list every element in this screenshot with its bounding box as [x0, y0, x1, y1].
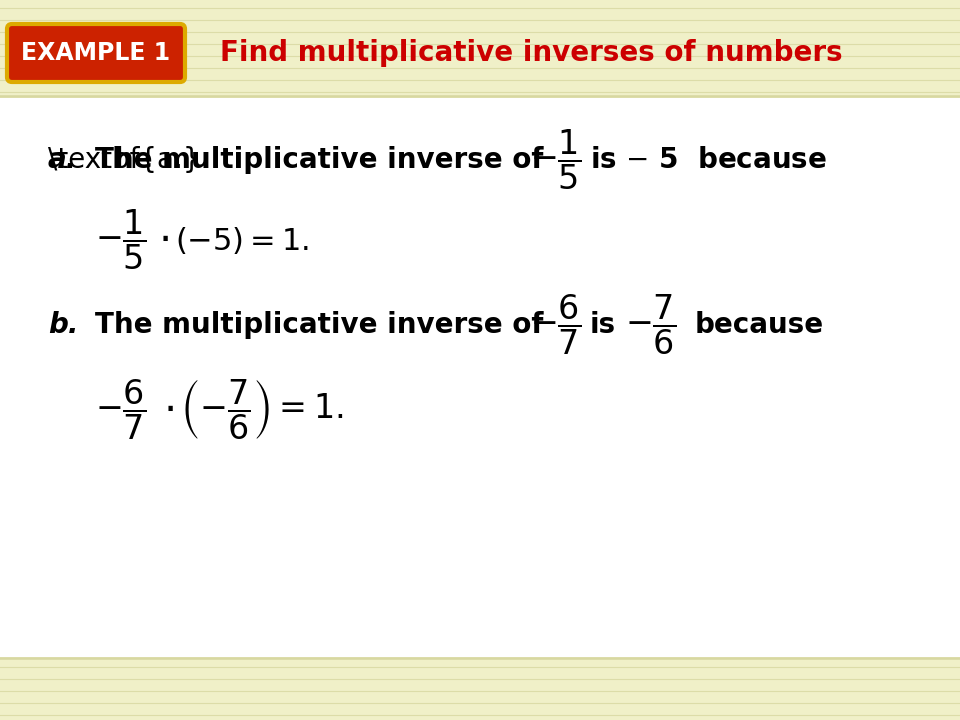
Text: $\left(-\dfrac{7}{6}\right) = 1.$: $\left(-\dfrac{7}{6}\right) = 1.$ [180, 378, 344, 442]
Bar [0, 712, 960, 720]
Bar [0, 516, 960, 524]
Bar [0, 82, 960, 90]
Bar [0, 642, 960, 650]
Bar [0, 503, 960, 510]
Bar [0, 488, 960, 496]
Bar [0, 614, 960, 622]
Bar [0, 138, 960, 146]
Bar [0, 166, 960, 174]
Bar [0, 544, 960, 552]
Text: The multiplicative inverse of: The multiplicative inverse of [95, 146, 543, 174]
Text: \textbf{a.}: \textbf{a.} [48, 146, 201, 174]
Bar [0, 12, 960, 20]
Bar [0, 236, 960, 244]
Text: is: is [590, 311, 616, 339]
Text: $-\dfrac{7}{6}$: $-\dfrac{7}{6}$ [625, 293, 676, 357]
Bar [0, 54, 960, 62]
Bar [0, 418, 960, 426]
Bar [0, 292, 960, 300]
Bar [0, 586, 960, 594]
Bar [0, 194, 960, 202]
Bar [0, 153, 960, 160]
Bar [0, 251, 960, 258]
Bar [0, 629, 960, 636]
Bar [0, 446, 960, 454]
Bar [0, 320, 960, 328]
Bar [0, 208, 960, 216]
Bar [0, 0, 960, 95]
Text: b.: b. [48, 311, 79, 339]
Text: is $-$ 5  because: is $-$ 5 because [590, 146, 827, 174]
Bar [0, 279, 960, 286]
Bar [0, 474, 960, 482]
Bar [0, 572, 960, 580]
Bar [0, 362, 960, 370]
Bar [0, 222, 960, 230]
Text: The multiplicative inverse of: The multiplicative inverse of [95, 311, 543, 339]
Text: Find multiplicative inverses of numbers: Find multiplicative inverses of numbers [220, 39, 843, 67]
Bar [0, 684, 960, 692]
Bar [0, 180, 960, 188]
Bar [0, 600, 960, 608]
Text: $-\dfrac{6}{7}$: $-\dfrac{6}{7}$ [530, 293, 581, 357]
Bar [0, 40, 960, 48]
FancyBboxPatch shape [7, 24, 185, 82]
Bar [0, 306, 960, 314]
Bar [0, 460, 960, 468]
Bar [0, 110, 960, 118]
Bar [0, 0, 960, 6]
Bar [0, 531, 960, 538]
Bar [0, 660, 960, 720]
Bar [0, 670, 960, 678]
Bar [0, 348, 960, 356]
Text: $(- 5) = 1.$: $(- 5) = 1.$ [175, 225, 309, 256]
Text: $-\dfrac{1}{5}$: $-\dfrac{1}{5}$ [530, 127, 581, 192]
Text: EXAMPLE 1: EXAMPLE 1 [21, 41, 171, 65]
Text: $-\dfrac{1}{5}$: $-\dfrac{1}{5}$ [95, 208, 146, 272]
Text: $\cdot$: $\cdot$ [158, 219, 169, 261]
Bar [0, 27, 960, 34]
Bar [0, 390, 960, 398]
Bar [0, 558, 960, 566]
Bar [0, 377, 960, 384]
Bar [0, 68, 960, 76]
Bar [0, 405, 960, 412]
Bar [0, 264, 960, 272]
Bar [0, 432, 960, 440]
Bar [0, 96, 960, 104]
Text: $-\dfrac{6}{7}$: $-\dfrac{6}{7}$ [95, 378, 146, 442]
Bar [0, 334, 960, 342]
Text: because: because [695, 311, 824, 339]
Bar [0, 125, 960, 132]
Text: a.: a. [48, 146, 77, 174]
Text: $\cdot$: $\cdot$ [163, 389, 174, 431]
Bar [0, 95, 960, 720]
Bar [0, 698, 960, 706]
Bar [0, 657, 960, 664]
